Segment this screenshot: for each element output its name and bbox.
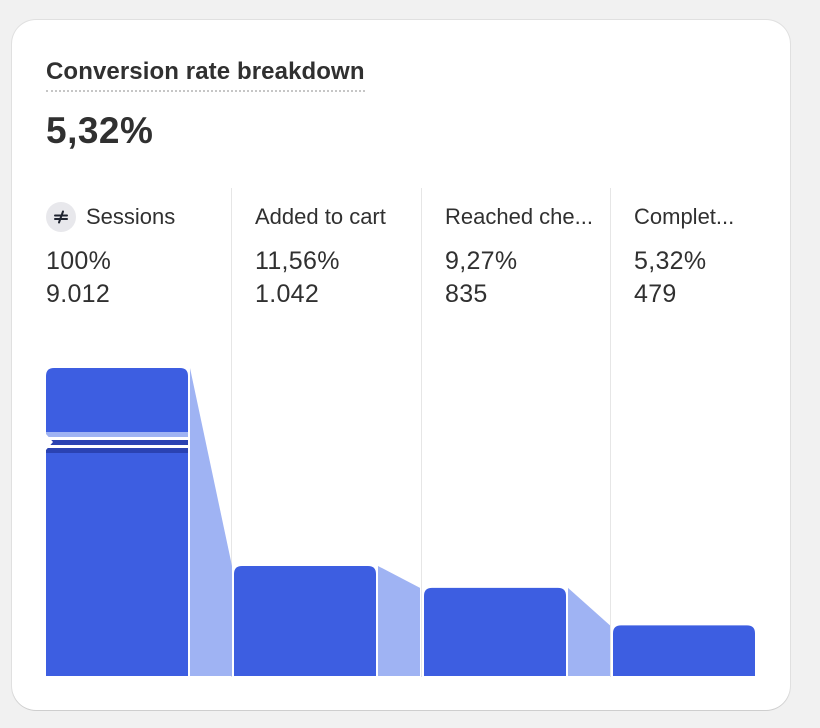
funnel-step-completed: Complet... 5,32% 479 xyxy=(634,202,734,310)
card-title[interactable]: Conversion rate breakdown xyxy=(46,58,365,92)
column-divider xyxy=(610,188,611,677)
step-count: 835 xyxy=(445,280,488,308)
funnel-bar[interactable] xyxy=(424,587,566,676)
axis-break-gap xyxy=(46,445,188,448)
step-percentage: 5,32% xyxy=(634,247,707,275)
step-label: Sessions xyxy=(86,204,176,229)
funnel-connector xyxy=(568,587,610,676)
step-percentage: 11,56% xyxy=(255,247,340,275)
funnel-bar[interactable] xyxy=(46,368,188,676)
conversion-rate-value: 5,32% xyxy=(46,110,154,151)
funnel-step-reached-checkout: Reached che... 9,27% 835 xyxy=(445,202,593,310)
axis-break-gap xyxy=(46,437,188,440)
step-count: 1.042 xyxy=(255,280,320,308)
conversion-card: Conversion rate breakdown 5,32% Sessions… xyxy=(12,20,790,710)
step-label: Added to cart xyxy=(255,204,386,229)
step-label: Reached che... xyxy=(445,204,593,229)
funnel-bar[interactable] xyxy=(613,625,755,676)
axis-break-band xyxy=(46,432,188,437)
axis-break-band xyxy=(46,440,188,445)
column-divider xyxy=(231,188,232,677)
axis-break-band xyxy=(46,448,188,453)
column-divider xyxy=(421,188,422,677)
sessions-icon xyxy=(46,202,76,232)
step-percentage: 9,27% xyxy=(445,247,518,275)
step-percentage: 100% xyxy=(46,247,112,275)
step-count: 479 xyxy=(634,280,677,308)
funnel-chart xyxy=(46,368,755,676)
step-label: Complet... xyxy=(634,204,735,229)
funnel-connector xyxy=(190,368,232,676)
funnel-bar[interactable] xyxy=(234,566,376,676)
axis-break-notch xyxy=(46,434,53,450)
funnel-step-sessions: Sessions 100% 9.012 xyxy=(46,202,175,310)
step-count: 9.012 xyxy=(46,280,111,308)
funnel-connector xyxy=(378,566,420,676)
funnel-step-added-to-cart: Added to cart 11,56% 1.042 xyxy=(255,202,386,310)
